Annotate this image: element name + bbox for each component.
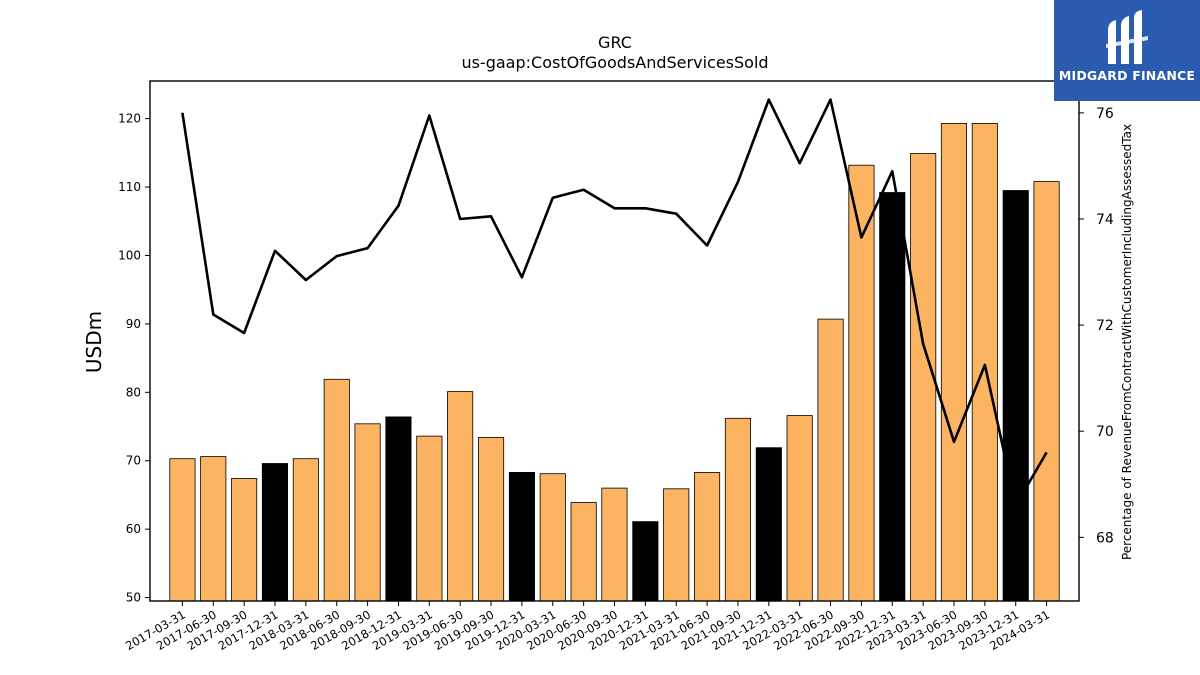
y2-tick-label: 76 [1096,106,1114,122]
bar-2021-12-31 [755,447,782,602]
bar-2018-12-31 [385,416,412,602]
y-tick-label: 100 [118,248,141,262]
bar-2022-06-30 [817,318,844,602]
y-tick-label: 70 [126,454,141,468]
bar-2023-03-31 [910,153,937,602]
bar-2023-12-31 [1002,190,1029,602]
y-tick-label: 90 [126,317,141,331]
y-axis-label: USDm [82,311,106,373]
bar-2018-03-31 [292,458,319,602]
chart-title: GRC [598,33,632,52]
bar-2018-06-30 [323,378,350,602]
y2-axis-label: Percentage of RevenueFromContractWithCus… [1120,124,1134,560]
bar-2022-03-31 [786,415,813,602]
bar-2022-12-31 [879,192,906,602]
chart-subtitle: us-gaap:CostOfGoodsAndServicesSold [461,53,768,72]
y-tick-label: 120 [118,112,141,126]
brand-logo: MIDGARD FINANCE [1054,0,1200,101]
bar-2022-09-30 [848,164,875,602]
bar-2019-12-31 [508,471,535,602]
bar-2020-06-30 [570,502,597,602]
bar-2017-06-30 [200,456,227,602]
y-tick-label: 80 [126,385,141,399]
bar-2023-06-30 [940,123,967,602]
bar-2018-09-30 [354,423,381,602]
bar-2019-03-31 [416,435,443,602]
y2-tick-label: 68 [1096,530,1114,546]
y-tick-label: 60 [126,522,141,536]
y2-tick-label: 72 [1096,318,1114,334]
bar-2020-09-30 [601,487,628,602]
bar-2020-03-31 [539,473,566,602]
bar-2017-09-30 [231,478,258,602]
bar-2021-06-30 [694,471,721,602]
bar-2023-09-30 [971,123,998,602]
y-tick-label: 110 [118,180,141,194]
bar-2024-03-31 [1033,181,1060,602]
bar-2019-09-30 [477,437,505,602]
y-tick-label: 50 [126,591,141,605]
midgard-logo-icon [1106,10,1148,64]
bar-2021-09-30 [724,417,751,602]
bar-2020-12-31 [632,521,659,602]
logo-text: MIDGARD FINANCE [1058,68,1196,83]
line-series [181,98,1048,507]
bar-2017-12-31 [261,463,288,602]
bar-2021-03-31 [663,488,690,602]
y2-tick-label: 74 [1096,212,1114,228]
y2-tick-label: 70 [1096,424,1114,440]
bar-2019-06-30 [447,391,474,602]
bar-2017-03-31 [169,458,196,602]
bar-series [169,123,1060,602]
